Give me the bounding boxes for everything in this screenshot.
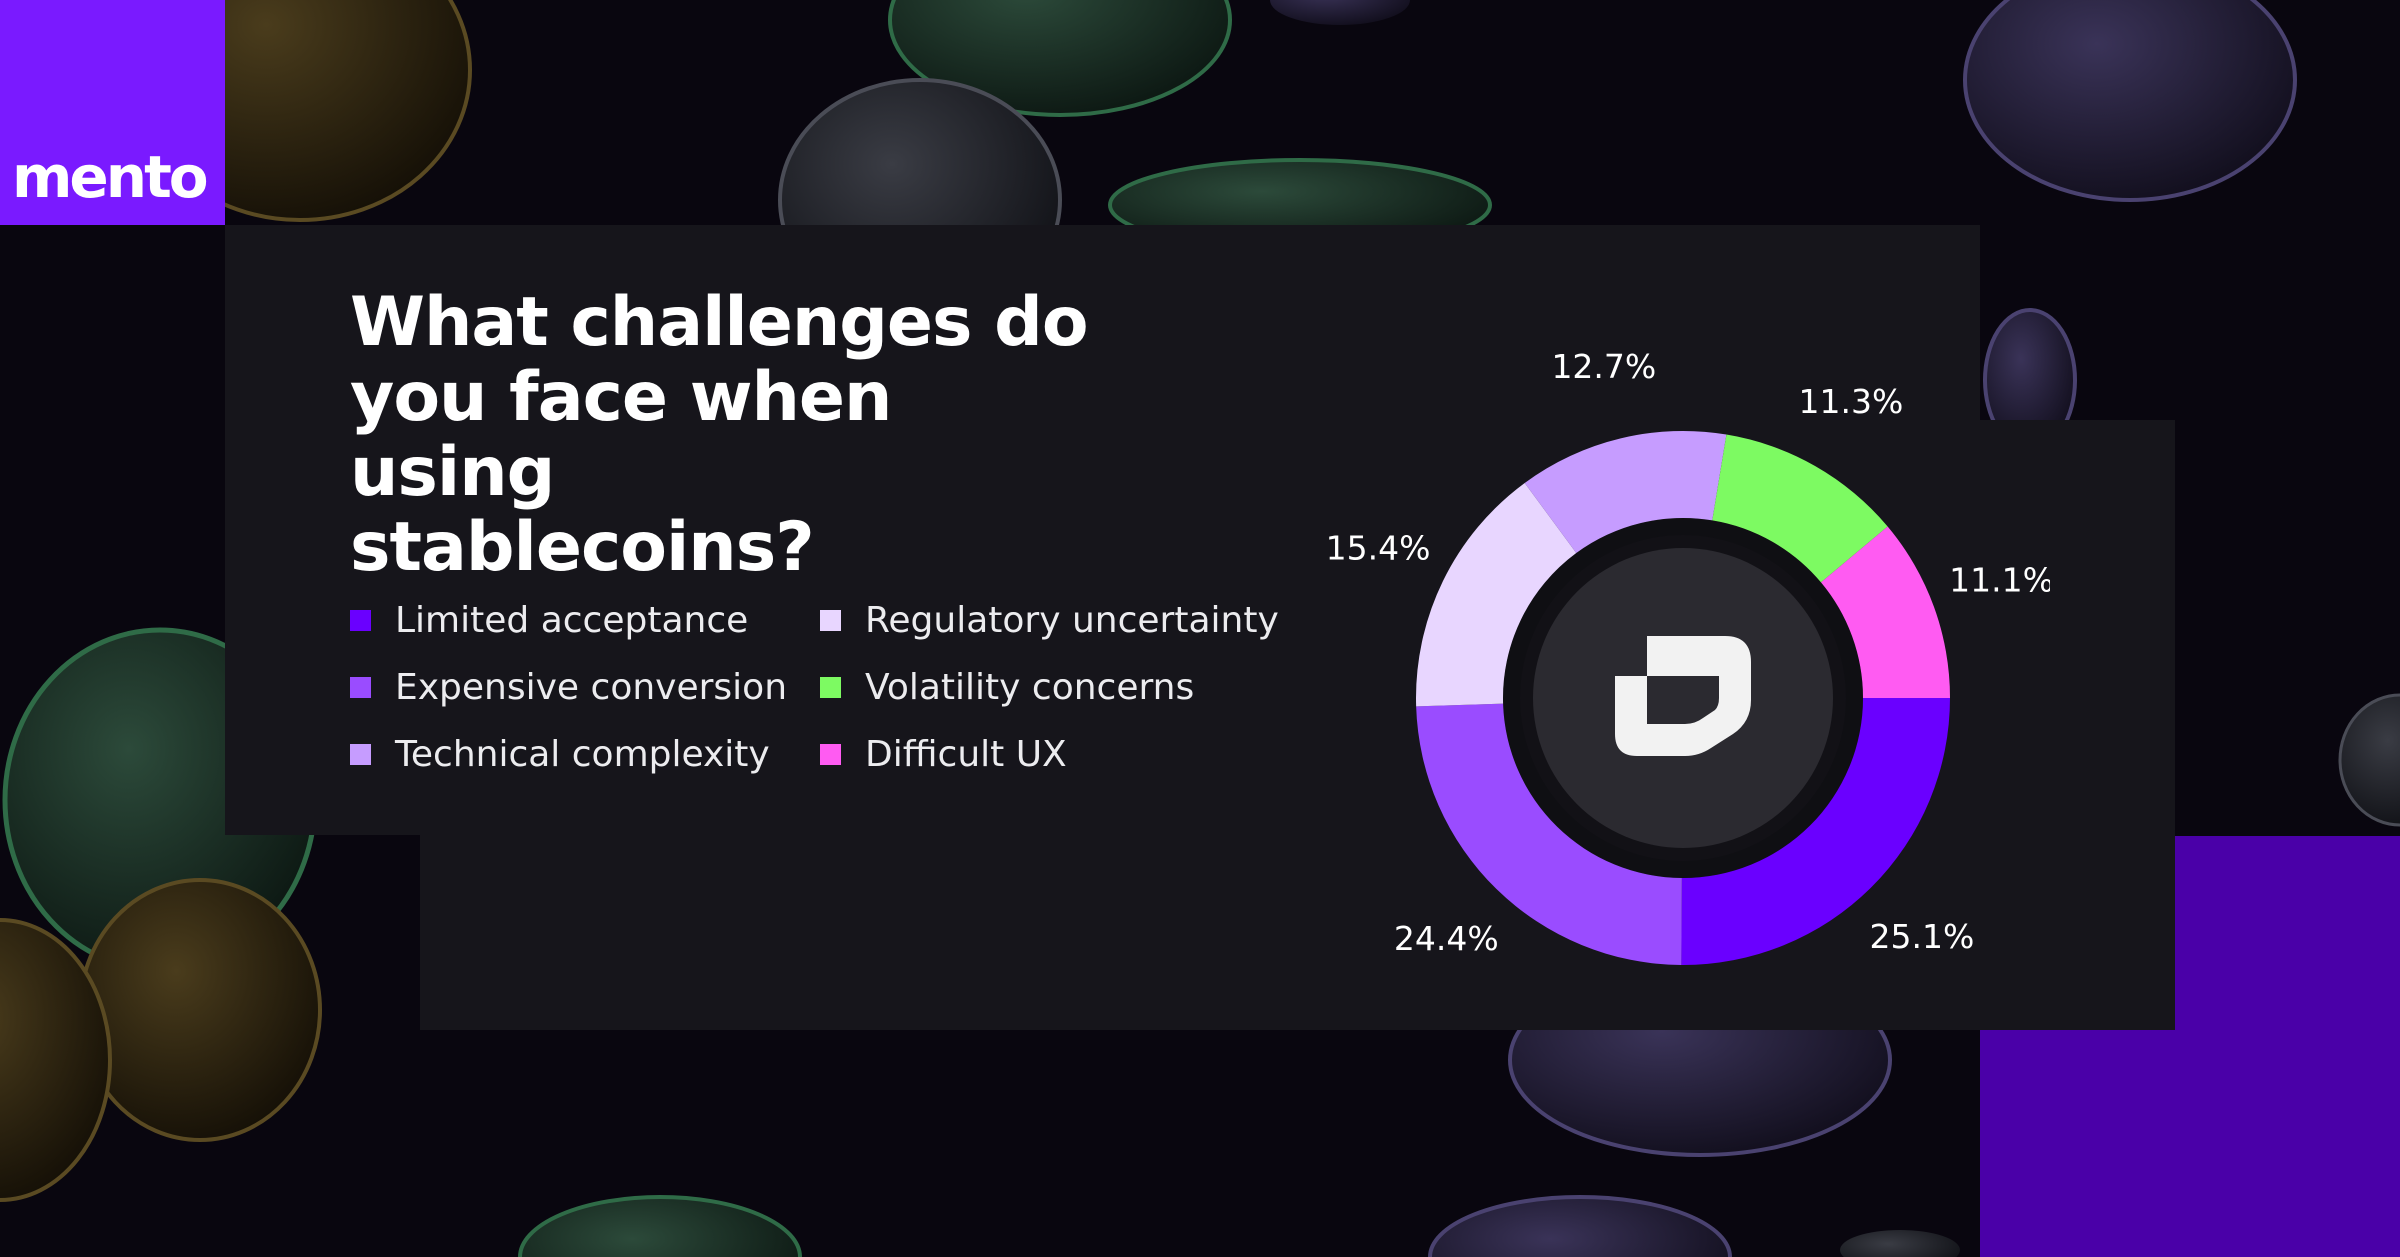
slice-value-label: 11.1%: [1949, 561, 2050, 600]
donut-slice: [1820, 526, 1950, 698]
brand-logo: mento: [0, 0, 225, 225]
legend-item: Expensive conversion: [350, 666, 788, 708]
legend-label: Volatility concerns: [865, 666, 1195, 708]
chart-title-line: stablecoins?: [350, 508, 815, 587]
legend-item: Limited acceptance: [350, 599, 749, 641]
donut-slice: [1681, 698, 1950, 966]
coin-icon: [78, 878, 322, 1142]
coin-icon: [1840, 1230, 1960, 1257]
coin-icon: [1428, 1195, 1732, 1257]
coin-icon: [888, 0, 1232, 117]
coin-icon: [1270, 0, 1410, 25]
chart-title-line: What challenges do: [350, 283, 1089, 362]
legend-swatch: [350, 743, 371, 765]
donut-slice: [1524, 431, 1727, 554]
donut-slice: [1416, 482, 1577, 707]
legend-item: Difficult UX: [820, 733, 1067, 775]
legend-swatch: [820, 676, 841, 698]
donut-slice: [1712, 434, 1888, 583]
donut-hub-face: [1533, 548, 1833, 848]
legend-item: Regulatory uncertainty: [820, 599, 1279, 641]
legend-swatch: [350, 609, 371, 631]
slice-value-label: 25.1%: [1870, 917, 1975, 956]
mento-logo-mark: [1615, 636, 1751, 756]
legend-swatch: [820, 609, 841, 631]
slice-value-label: 12.7%: [1551, 347, 1656, 386]
legend-swatch: [350, 676, 371, 698]
legend-label: Technical complexity: [395, 733, 770, 775]
donut-chart: 25.1% 24.4% 15.4% 12.7% 11.3% 11.1%: [1326, 347, 2050, 966]
legend-label: Expensive conversion: [395, 666, 788, 708]
legend-label: Difficult UX: [865, 733, 1067, 775]
coin-icon: [1963, 0, 2297, 202]
slice-value-label: 11.3%: [1799, 382, 1904, 421]
legend-item: Technical complexity: [350, 733, 770, 775]
chart-title: What challenges do you face when using s…: [350, 285, 1110, 585]
donut-slice: [1416, 703, 1682, 965]
brand-logo-text: mento: [12, 143, 209, 211]
coin-icon: [0, 918, 112, 1202]
coin-icon: [518, 1195, 802, 1257]
slice-value-label: 24.4%: [1394, 919, 1499, 958]
legend-swatch: [820, 743, 841, 765]
slice-value-label: 15.4%: [1326, 528, 1431, 567]
legend-item: Volatility concerns: [820, 666, 1195, 708]
chart-title-line: you face when using: [350, 358, 892, 512]
legend-label: Limited acceptance: [395, 599, 749, 641]
coin-icon: [2338, 693, 2400, 827]
chart-legend: Limited acceptance Expensive conversion Te…: [350, 599, 1279, 800]
legend-label: Regulatory uncertainty: [865, 599, 1279, 641]
mento-logo-icon: [1615, 636, 1751, 756]
